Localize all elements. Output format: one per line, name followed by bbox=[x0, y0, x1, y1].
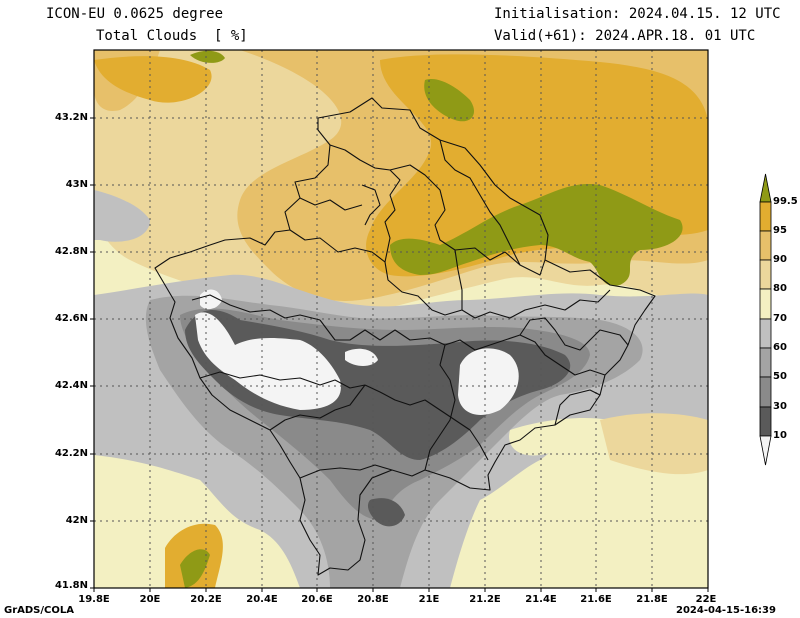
lat-label: 43.2N bbox=[54, 112, 88, 123]
colorbar-label: 70 bbox=[773, 313, 787, 324]
footer-timestamp: 2024-04-15-16:39 bbox=[676, 605, 776, 616]
lat-label: 42.8N bbox=[54, 246, 88, 257]
colorbar-label: 95 bbox=[773, 225, 787, 236]
region-borders bbox=[154, 97, 656, 576]
lon-label: 20.8E bbox=[357, 594, 389, 605]
lat-label: 42N bbox=[65, 515, 88, 526]
colorbar-label: 90 bbox=[773, 254, 787, 265]
lat-label: 41.8N bbox=[54, 580, 88, 591]
colorbar-lt10 bbox=[759, 435, 772, 466]
colorbar-80-90 bbox=[759, 259, 772, 290]
lat-label: 42.6N bbox=[54, 313, 88, 324]
lat-label: 42.4N bbox=[54, 380, 88, 391]
colorbar-70-80 bbox=[759, 288, 772, 320]
colorbar-label: 50 bbox=[773, 371, 787, 382]
lon-label: 20.6E bbox=[301, 594, 333, 605]
colorbar-label: 60 bbox=[773, 342, 787, 353]
colorbar-label: 80 bbox=[773, 283, 787, 294]
colorbar-gt99.5 bbox=[759, 173, 772, 203]
lon-label: 21.6E bbox=[580, 594, 612, 605]
valid-time: Valid(+61): 2024.APR.18. 01 UTC bbox=[494, 28, 756, 44]
lon-label: 20.4E bbox=[246, 594, 278, 605]
colorbar-label: 30 bbox=[773, 401, 787, 412]
colorbar-30-50 bbox=[759, 376, 772, 408]
lon-label: 22E bbox=[695, 594, 717, 605]
lon-label: 20E bbox=[139, 594, 161, 605]
init-time: Initialisation: 2024.04.15. 12 UTC bbox=[494, 6, 781, 22]
lon-label: 21E bbox=[418, 594, 440, 605]
colorbar-label: 10 bbox=[773, 430, 787, 441]
lon-label: 20.2E bbox=[190, 594, 222, 605]
lat-label: 42.2N bbox=[54, 448, 88, 459]
colorbar-10-30 bbox=[759, 406, 772, 437]
colorbar bbox=[759, 173, 772, 466]
axis-ticks bbox=[90, 117, 709, 592]
lon-label: 21.4E bbox=[525, 594, 557, 605]
lon-label: 19.8E bbox=[78, 594, 110, 605]
footer-credit: GrADS/COLA bbox=[4, 605, 74, 616]
lon-label: 21.8E bbox=[636, 594, 668, 605]
colorbar-60-70 bbox=[759, 318, 772, 349]
colorbar-label: 99.5 bbox=[773, 196, 798, 207]
graticule bbox=[94, 50, 708, 588]
colorbar-90-95 bbox=[759, 230, 772, 261]
lon-label: 21.2E bbox=[469, 594, 501, 605]
colorbar-95-99.5 bbox=[759, 201, 772, 232]
variable-title: Total Clouds [ %] bbox=[96, 28, 248, 44]
colorbar-50-60 bbox=[759, 347, 772, 378]
lat-label: 43N bbox=[65, 179, 88, 190]
model-title: ICON-EU 0.0625 degree bbox=[46, 6, 224, 22]
